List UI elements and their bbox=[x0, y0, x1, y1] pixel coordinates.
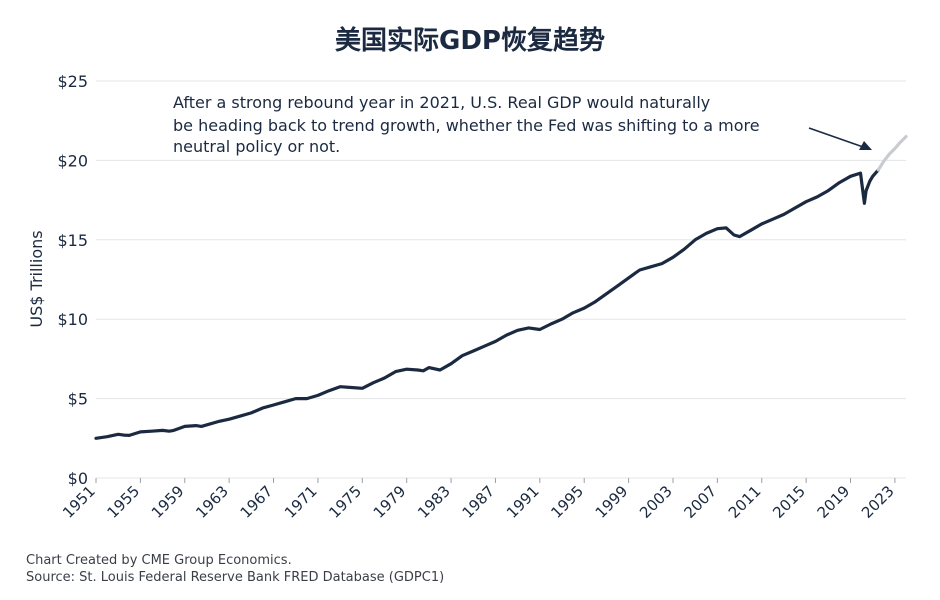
x-tick-label: 1975 bbox=[325, 482, 365, 522]
x-tick-label: 1963 bbox=[192, 482, 232, 522]
x-tick-label: 1979 bbox=[370, 482, 410, 522]
x-tick-label: 2011 bbox=[725, 482, 765, 522]
gdp-line-chart: $0$5$10$15$20$25 1951 1955 1959 1963 1967 197… bbox=[27, 72, 908, 522]
y-axis-label: US$ Trillions bbox=[27, 230, 46, 327]
y-tick-label: $0 bbox=[68, 469, 88, 488]
footer-source: Source: St. Louis Federal Reserve Bank F… bbox=[26, 570, 445, 585]
annotation-arrow-shaft bbox=[808, 127, 867, 149]
y-tick-label: $25 bbox=[57, 72, 88, 91]
trend-projection-line bbox=[876, 135, 908, 172]
x-tick-label: 2019 bbox=[814, 482, 854, 522]
y-tick-label: $5 bbox=[68, 390, 88, 409]
annotation-line-3: neutral policy or not. bbox=[173, 137, 340, 156]
annotation: After a strong rebound year in 2021, U.S… bbox=[173, 93, 872, 156]
x-tick-label: 2007 bbox=[680, 482, 720, 522]
x-tick-label: 1987 bbox=[459, 482, 499, 522]
x-tick-label: 1955 bbox=[103, 482, 143, 522]
series-layer bbox=[94, 135, 908, 440]
y-tick-label: $20 bbox=[57, 151, 88, 170]
x-tick-label: 2003 bbox=[636, 482, 676, 522]
x-tick-label: 1967 bbox=[237, 482, 277, 522]
y-tick-label: $15 bbox=[57, 231, 88, 250]
x-axis-ticks: 1951 1955 1959 1963 1967 1971 1975 1979 1983 1987… bbox=[59, 478, 898, 522]
x-tick-label: 1995 bbox=[547, 482, 587, 522]
y-axis-ticks: $0 $5 $10 $15 $20 $25 bbox=[57, 72, 88, 488]
x-tick-label: 1971 bbox=[281, 482, 321, 522]
x-tick-label: 2015 bbox=[769, 482, 809, 522]
x-tick-label: 1991 bbox=[503, 482, 543, 522]
y-tick-label: $10 bbox=[57, 310, 88, 329]
annotation-line-2: be heading back to trend growth, whether… bbox=[173, 116, 760, 135]
chart-title: 美国实际GDP恢复趋势 bbox=[335, 26, 605, 56]
x-tick-label: 2023 bbox=[858, 482, 898, 522]
annotation-arrow-head bbox=[859, 141, 872, 150]
x-tick-label: 1999 bbox=[592, 482, 632, 522]
x-tick-label: 1951 bbox=[59, 482, 99, 522]
x-tick-label: 1959 bbox=[148, 482, 188, 522]
footer-credit: Chart Created by CME Group Economics. bbox=[26, 553, 292, 568]
annotation-line-1: After a strong rebound year in 2021, U.S… bbox=[173, 93, 710, 112]
actual-gdp-line bbox=[94, 168, 880, 440]
grid-lines bbox=[96, 80, 906, 479]
x-tick-label: 1983 bbox=[414, 482, 454, 522]
